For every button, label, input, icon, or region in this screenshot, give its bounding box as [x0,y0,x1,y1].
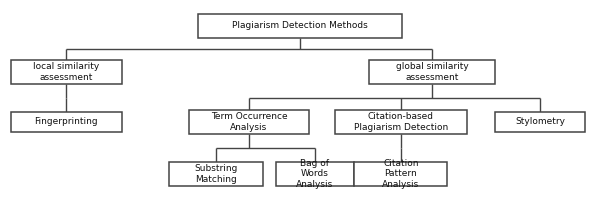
Text: Citation-based
Plagiarism Detection: Citation-based Plagiarism Detection [353,112,448,132]
Text: Plagiarism Detection Methods: Plagiarism Detection Methods [232,21,368,30]
FancyBboxPatch shape [354,162,448,186]
Text: local similarity
assessment: local similarity assessment [33,62,99,82]
FancyBboxPatch shape [198,14,402,38]
FancyBboxPatch shape [276,162,354,186]
Text: global similarity
assessment: global similarity assessment [395,62,469,82]
Text: Stylometry: Stylometry [515,117,565,127]
FancyBboxPatch shape [335,110,467,134]
Text: Term Occurrence
Analysis: Term Occurrence Analysis [211,112,287,132]
Text: Substring
Matching: Substring Matching [194,164,238,184]
FancyBboxPatch shape [495,112,585,132]
FancyBboxPatch shape [369,60,495,84]
FancyBboxPatch shape [11,60,122,84]
FancyBboxPatch shape [11,112,122,132]
Text: Citation
Pattern
Analysis: Citation Pattern Analysis [382,159,419,189]
Text: Bag of
Words
Analysis: Bag of Words Analysis [296,159,334,189]
FancyBboxPatch shape [169,162,263,186]
FancyBboxPatch shape [189,110,309,134]
Text: Fingerprinting: Fingerprinting [34,117,98,127]
